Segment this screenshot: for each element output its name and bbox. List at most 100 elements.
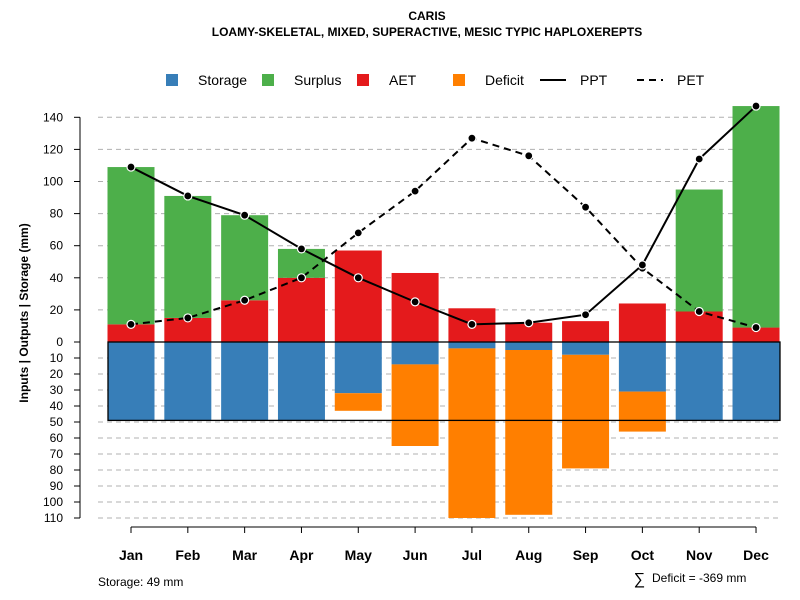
bar-storage-jan — [107, 342, 155, 421]
bar-storage-feb — [164, 342, 212, 421]
bar-deficit-oct — [618, 391, 666, 432]
bar-deficit-may — [334, 393, 382, 411]
point-ppt-nov — [694, 154, 704, 164]
point-ppt-apr — [296, 244, 307, 254]
x-tick-label-oct: Oct — [631, 547, 655, 563]
y-tick-label: 30 — [50, 383, 64, 397]
y-tick-label: 50 — [50, 415, 64, 429]
point-ppt-dec — [751, 101, 761, 111]
legend-label-surplus: Surplus — [294, 72, 341, 88]
y-tick-label: 100 — [43, 175, 63, 189]
legend-label-pet: PET — [677, 72, 705, 88]
bar-deficit-jun — [391, 364, 439, 446]
bar-storage-oct — [618, 342, 666, 392]
bar-aet-aug — [505, 322, 553, 342]
bar-surplus-jan — [107, 167, 155, 325]
bar-aet-mar — [221, 300, 269, 342]
gridlines — [98, 116, 780, 519]
point-ppt-jul — [467, 319, 477, 329]
storage-footnote: Storage: 49 mm — [98, 575, 183, 589]
point-pet-nov — [694, 306, 704, 317]
bar-aet-sep — [562, 321, 610, 342]
point-ppt-feb — [183, 191, 193, 201]
x-tick-label-dec: Dec — [743, 547, 769, 563]
bar-aet-jan — [107, 324, 155, 342]
series-lines — [126, 101, 761, 333]
legend-label-ppt: PPT — [580, 72, 608, 88]
bar-surplus-apr — [277, 248, 325, 278]
point-pet-feb — [183, 313, 193, 323]
x-tick-label-nov: Nov — [686, 547, 713, 563]
y-tick-label: 70 — [50, 447, 64, 461]
legend: Storage Surplus AET Deficit PPT PET — [166, 72, 705, 88]
point-pet-dec — [751, 322, 761, 333]
legend-swatch-deficit — [453, 74, 465, 86]
storage-capacity-box — [107, 341, 781, 422]
y-tick-label: 0 — [56, 335, 63, 349]
point-ppt-may — [353, 273, 363, 283]
point-pet-aug — [524, 151, 534, 161]
y-tick-label: 40 — [50, 271, 64, 285]
bar-storage-jun — [391, 342, 439, 365]
chart-title: CARIS — [408, 9, 445, 23]
y-tick-label: 20 — [50, 303, 64, 317]
point-pet-jan — [126, 319, 136, 329]
y-tick-label: 60 — [50, 431, 64, 445]
bar-surplus-nov — [675, 189, 723, 312]
bar-storage-aug — [505, 342, 553, 350]
point-pet-sep — [580, 202, 591, 212]
axes: 140 120 100 80 60 40 20 0 10 20 30 40 50 60 70 80 90 100 1… — [43, 110, 769, 563]
bar-deficit-aug — [505, 350, 553, 515]
deficit-symbol: ∑ — [634, 571, 645, 588]
bar-storage-sep — [562, 342, 610, 355]
y-tick-label: 120 — [43, 142, 63, 156]
bar-storage-dec — [732, 342, 780, 421]
chart-subtitle: LOAMY-SKELETAL, MIXED, SUPERACTIVE, MESI… — [212, 25, 643, 39]
bar-aet-dec — [732, 327, 780, 342]
legend-swatch-surplus — [262, 74, 274, 86]
bar-surplus-feb — [164, 195, 212, 318]
y-tick-label: 80 — [50, 207, 64, 221]
bar-aet-may — [334, 250, 382, 342]
deficit-footnote: Deficit = -369 mm — [652, 571, 746, 585]
x-tick-label-aug: Aug — [515, 547, 542, 563]
point-ppt-aug — [524, 318, 534, 328]
line-pet — [130, 137, 757, 329]
legend-swatch-aet — [357, 74, 369, 86]
legend-label-deficit: Deficit — [485, 72, 524, 88]
x-tick-label-jan: Jan — [119, 547, 143, 563]
point-ppt-mar — [240, 210, 250, 220]
x-tick-label-may: May — [345, 547, 372, 563]
point-pet-mar — [240, 295, 250, 305]
point-ppt-jun — [410, 297, 420, 307]
bar-storage-nov — [675, 342, 723, 421]
y-axis-label: Inputs | Outputs | Storage (mm) — [17, 223, 31, 402]
line-ppt — [130, 105, 757, 326]
point-ppt-jan — [126, 162, 136, 172]
x-tick-label-apr: Apr — [289, 547, 314, 563]
y-tick-label: 40 — [50, 399, 64, 413]
y-tick-label: 90 — [50, 479, 64, 493]
x-tick-label-mar: Mar — [232, 547, 257, 563]
x-tick-label-jul: Jul — [462, 547, 482, 563]
bar-surplus-dec — [732, 106, 780, 328]
legend-swatch-storage — [166, 74, 178, 86]
bar-aet-apr — [277, 277, 325, 342]
y-tick-label: 60 — [50, 239, 64, 253]
x-tick-label-sep: Sep — [573, 547, 599, 563]
point-pet-may — [353, 228, 363, 238]
point-pet-apr — [296, 273, 307, 283]
bar-storage-jul — [448, 342, 496, 349]
bar-deficit-sep — [562, 354, 610, 469]
bar-deficit-jul — [448, 348, 496, 518]
y-tick-label: 80 — [50, 463, 64, 477]
bars — [107, 106, 781, 518]
point-ppt-sep — [580, 310, 591, 320]
x-tick-label-jun: Jun — [403, 547, 428, 563]
y-tick-label: 100 — [43, 495, 63, 509]
legend-label-aet: AET — [389, 72, 417, 88]
y-tick-label: 20 — [50, 367, 64, 381]
point-ppt-oct — [637, 260, 647, 270]
legend-label-storage: Storage — [198, 72, 247, 88]
